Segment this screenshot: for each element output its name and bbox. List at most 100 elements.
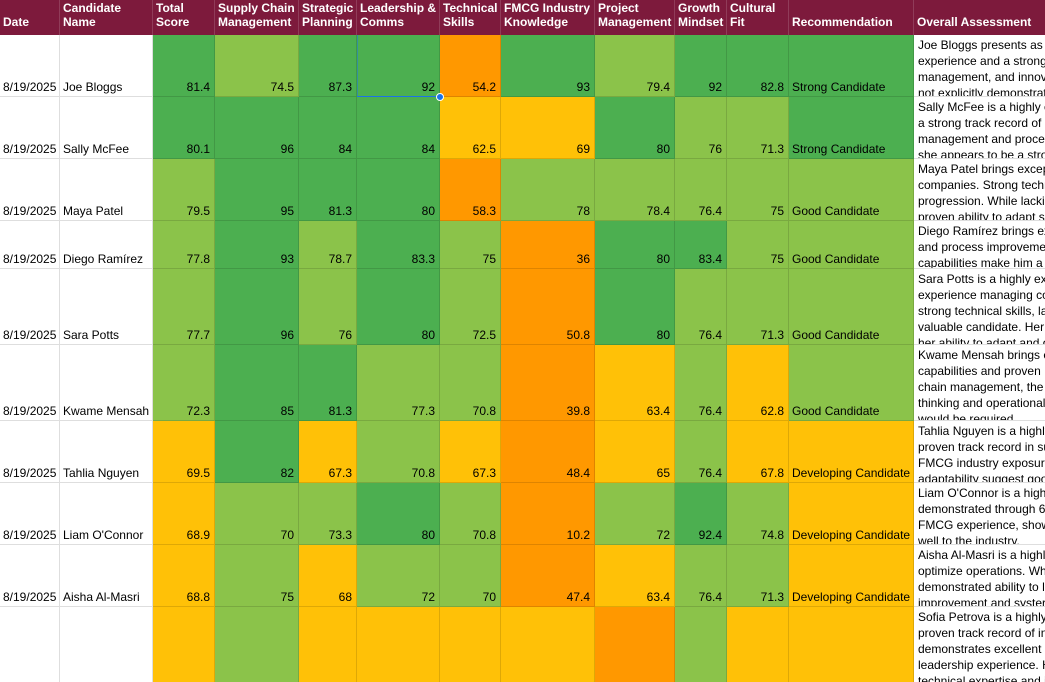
cell[interactable]: 77.3 [357,345,440,421]
cell[interactable]: 72.3 [153,345,215,421]
cell[interactable]: 71.3 [727,269,789,345]
cell[interactable]: 72 [595,483,675,545]
cell[interactable]: 80 [595,221,675,269]
cell[interactable]: 96 [215,97,299,159]
cell[interactable]: Joe Bloggs [60,35,153,97]
cell[interactable]: 8/19/2025 [0,97,60,159]
cell[interactable]: 62.8 [727,345,789,421]
cell[interactable]: Developing Candidate [789,545,914,607]
cell[interactable]: Sara Potts is a highly ex experience mana… [914,269,1045,345]
cell[interactable]: 79.4 [595,35,675,97]
cell[interactable]: 62.8 [727,607,789,682]
cell[interactable]: Aisha Al-Masri [60,545,153,607]
cell[interactable]: Good Candidate [789,159,914,221]
cell[interactable]: 66.7 [357,607,440,682]
cell[interactable]: 96 [215,269,299,345]
cell[interactable]: 79.5 [153,159,215,221]
cell[interactable]: Diego Ramírez [60,221,153,269]
cell[interactable]: 70.8 [357,421,440,483]
cell[interactable]: 8/19/2025 [0,35,60,97]
cell[interactable]: 78.4 [595,159,675,221]
cell[interactable]: 78 [501,159,595,221]
column-header[interactable]: Technical Skills [440,0,501,35]
cell[interactable]: 48.4 [501,421,595,483]
cell[interactable]: 95 [215,159,299,221]
cell[interactable]: 66.7 [440,607,501,682]
cell[interactable]: 8/19/2025 [0,269,60,345]
column-header[interactable]: Recommendation [789,0,914,35]
cell[interactable]: 81.3 [299,159,357,221]
cell[interactable]: 65 [595,421,675,483]
cell[interactable]: Good Candidate [789,221,914,269]
cell[interactable]: Sofia Petrova is a highly proven track re… [914,607,1045,682]
cell[interactable]: 68 [299,545,357,607]
cell[interactable]: Good Candidate [789,345,914,421]
cell[interactable]: Tahlia Nguyen is a highly proven track re… [914,421,1045,483]
column-header[interactable]: Growth Mindset [675,0,727,35]
cell[interactable]: 87.3 [299,35,357,97]
cell[interactable]: 69.5 [153,421,215,483]
cell[interactable]: 93 [501,35,595,97]
cell[interactable]: 67.3 [153,607,215,682]
cell[interactable]: 77 [215,607,299,682]
cell[interactable]: 70 [440,545,501,607]
column-header[interactable]: Leadership & Comms [357,0,440,35]
cell[interactable]: Developing Candidate [789,421,914,483]
cell[interactable]: 71.3 [727,97,789,159]
cell[interactable]: Sally McFee [60,97,153,159]
cell[interactable]: Joe Bloggs presents as goo experience and… [914,35,1045,97]
cell[interactable]: 55 [595,607,675,682]
cell[interactable]: 68.9 [153,483,215,545]
cell[interactable]: 85 [215,345,299,421]
cell[interactable]: 8/19/2025 [0,345,60,421]
cell[interactable]: Sofia Petrova [60,607,153,682]
cell[interactable]: 81.3 [299,345,357,421]
cell[interactable]: 39.8 [501,345,595,421]
cell[interactable]: 76.4 [675,269,727,345]
cell[interactable]: Maya Patel brings excep companies. Strong… [914,159,1045,221]
cell[interactable]: Good Candidate [789,269,914,345]
cell[interactable]: 80 [357,269,440,345]
cell[interactable]: Sara Potts [60,269,153,345]
cell[interactable]: 93 [215,221,299,269]
cell[interactable]: Maya Patel [60,159,153,221]
cell[interactable]: 82.8 [727,35,789,97]
cell[interactable]: 50.8 [501,269,595,345]
cell[interactable]: 8/19/2025 [0,545,60,607]
column-header[interactable]: Strategic Planning [299,0,357,35]
cell[interactable]: 84 [299,97,357,159]
cell[interactable]: 92 [675,35,727,97]
cell[interactable]: 83.4 [675,221,727,269]
cell[interactable]: 47.4 [501,545,595,607]
cell[interactable]: 82 [215,421,299,483]
column-header[interactable]: Date [0,0,60,35]
cell[interactable]: Aisha Al-Masri is a highl optimize operat… [914,545,1045,607]
cell[interactable]: Kwame Mensah brings e capabilities and pr… [914,345,1045,421]
cell[interactable]: 10.2 [501,483,595,545]
cell[interactable]: 92.4 [675,483,727,545]
cell[interactable]: Liam O'Connor [60,483,153,545]
cell[interactable]: 74.8 [727,483,789,545]
cell[interactable]: 67.8 [727,421,789,483]
cell[interactable]: 69 [501,97,595,159]
cell[interactable]: 8/19/2025 [0,607,60,682]
fill-handle[interactable] [436,93,444,101]
cell[interactable]: Tahlia Nguyen [60,421,153,483]
column-header[interactable]: Candidate Name [60,0,153,35]
cell[interactable]: 75 [215,545,299,607]
column-header[interactable]: Total Score [153,0,215,35]
cell[interactable]: 76.4 [675,159,727,221]
cell[interactable]: Developing Candidate [789,483,914,545]
cell[interactable]: 70 [215,483,299,545]
cell[interactable]: 80 [357,483,440,545]
cell[interactable]: 73.3 [299,483,357,545]
cell[interactable]: 64 [299,607,357,682]
cell[interactable]: 71.3 [727,545,789,607]
cell[interactable]: 76 [675,97,727,159]
cell[interactable]: 70.8 [440,345,501,421]
cell[interactable]: Strong Candidate [789,35,914,97]
cell[interactable]: 80.1 [153,97,215,159]
cell[interactable]: 77.8 [153,221,215,269]
cell[interactable]: 76.4 [675,421,727,483]
cell[interactable]: 75 [440,221,501,269]
